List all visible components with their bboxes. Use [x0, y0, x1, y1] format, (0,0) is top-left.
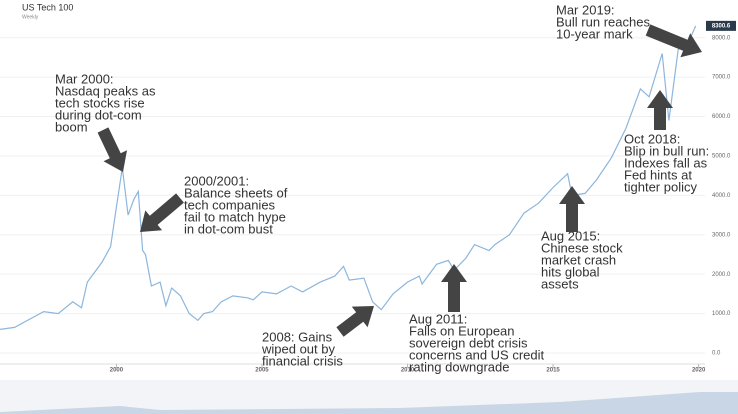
annotation-arrow: [559, 186, 585, 232]
annotation-arrow: [97, 127, 127, 172]
y-tick-label: 5000.0: [712, 154, 731, 160]
y-tick-label: 0.0: [712, 351, 721, 357]
annotation-text: Blip in bull run:: [624, 143, 709, 158]
annotation-text: Aug 2011:: [409, 311, 467, 326]
y-tick-label: 3000.0: [712, 232, 731, 238]
y-tick-label: 7000.0: [712, 75, 731, 81]
annotation-text: boom: [55, 119, 88, 134]
annotation-text: rating downgrade: [409, 359, 509, 374]
annotation-text: tighter policy: [624, 179, 697, 194]
annotation-text: Nasdaq peaks as: [55, 83, 156, 98]
y-tick-label: 8000.0: [712, 35, 731, 41]
x-tick-label: 2000: [110, 368, 124, 374]
chart-title: US Tech 100: [22, 2, 73, 12]
annotation-text: sovereign debt crisis: [409, 335, 528, 350]
y-tick-label: 1000.0: [712, 311, 731, 317]
annotation-text: 2008: Gains: [262, 329, 333, 344]
annotation-arrow: [647, 90, 673, 130]
annotation-text: wiped out by: [261, 341, 335, 356]
annotation-text: hits global: [541, 264, 600, 279]
x-tick-label: 2010: [401, 368, 415, 374]
price-badge: [706, 20, 736, 31]
annotation-text: financial crisis: [262, 353, 343, 368]
annotation-text: in dot-com bust: [184, 221, 273, 236]
annotation-arrow: [140, 193, 184, 232]
chart-subtitle: Weekly: [22, 14, 39, 20]
annotation-text: Oct 2018:: [624, 131, 680, 146]
annotation-text: Fed hints at: [624, 167, 692, 182]
annotation-text: during dot-com: [55, 107, 142, 122]
x-tick-label: 2005: [255, 368, 269, 374]
annotation-text: 10-year mark: [556, 26, 633, 41]
annotation-arrow: [645, 24, 702, 58]
annotation-text: Bull run reaches: [556, 14, 650, 29]
x-tick-label: 2015: [546, 368, 560, 374]
annotation-text: 2000/2001:: [184, 173, 249, 188]
annotation-text: Aug 2015:: [541, 228, 600, 243]
annotation-text: Mar 2019:: [556, 2, 615, 17]
annotation-text: tech stocks rise: [55, 95, 145, 110]
navigator-area: [0, 392, 738, 414]
y-tick-label: 4000.0: [712, 193, 731, 199]
annotation-text: Falls on European: [409, 323, 515, 338]
price-badge-label: 8300.6: [712, 23, 731, 29]
y-tick-label: 2000.0: [712, 272, 731, 278]
annotation-text: market crash: [541, 252, 616, 267]
y-tick-label: 6000.0: [712, 114, 731, 120]
annotation-text: concerns and US credit: [409, 347, 545, 362]
annotation-text: Mar 2000:: [55, 71, 114, 86]
x-tick-label: 2020: [692, 368, 706, 374]
annotation-text: tech companies: [184, 197, 276, 212]
annotation-arrow: [336, 306, 374, 337]
annotation-arrow: [441, 264, 467, 312]
annotation-text: Chinese stock: [541, 240, 623, 255]
annotation-text: assets: [541, 276, 579, 291]
annotation-text: Balance sheets of: [184, 185, 288, 200]
annotation-text: fail to match hype: [184, 209, 286, 224]
annotation-text: Indexes fall as: [624, 155, 708, 170]
